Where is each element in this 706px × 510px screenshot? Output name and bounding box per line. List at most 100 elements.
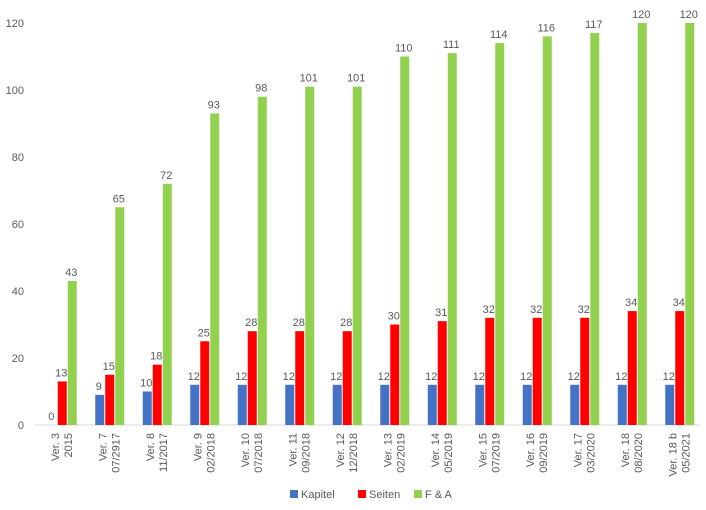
data-label: 31: [435, 307, 447, 319]
bar-seiten: [532, 317, 542, 425]
x-tick-label: Ver. 707/2917: [97, 433, 122, 473]
data-label: 65: [113, 193, 125, 205]
bar-kapitel: [332, 384, 342, 425]
data-label: 12: [615, 371, 627, 383]
x-tick-label-line: 05/2019: [443, 433, 455, 473]
x-tick-label-line: Ver. 11: [287, 433, 299, 466]
y-tick-label: 40: [12, 286, 24, 298]
data-label: 30: [388, 311, 400, 323]
x-tick-label: Ver. 1302/2019: [382, 433, 407, 473]
bar-f-a: [590, 33, 600, 426]
bar-f-a: [637, 23, 647, 425]
x-tick-label-line: 07/2917: [110, 433, 122, 473]
legend-swatch: [358, 490, 366, 498]
data-label: 12: [520, 371, 532, 383]
bar-f-a: [162, 183, 172, 425]
x-tick-label: Ver. 1212/2018: [335, 433, 360, 473]
x-tick-label: Ver. 1405/2019: [430, 433, 455, 473]
bar-seiten: [675, 311, 685, 425]
data-label: 28: [340, 317, 352, 329]
x-tick-label-line: 09/2018: [300, 433, 312, 473]
bar-kapitel: [95, 394, 105, 425]
bar-kapitel: [190, 384, 200, 425]
x-tick-label-line: Ver. 15: [477, 433, 489, 467]
data-label: 93: [208, 99, 220, 111]
data-label: 12: [568, 371, 580, 383]
data-label: 98: [255, 83, 267, 95]
data-label: 12: [473, 371, 485, 383]
x-tick-label-line: 09/2019: [538, 433, 550, 473]
x-tick-label-line: Ver. 17: [572, 433, 584, 467]
bar-f-a: [447, 53, 457, 426]
y-tick-label: 0: [18, 420, 24, 432]
bar-seiten: [342, 331, 352, 425]
data-label: 12: [283, 371, 295, 383]
data-label: 12: [425, 371, 437, 383]
data-label: 32: [530, 304, 542, 316]
bar-kapitel: [380, 384, 390, 425]
data-label: 72: [160, 170, 172, 182]
bar-seiten: [580, 317, 590, 425]
bar-seiten: [152, 364, 162, 425]
bar-kapitel: [142, 391, 152, 425]
bar-f-a: [305, 86, 315, 426]
x-tick-label-line: 03/2020: [585, 433, 597, 473]
bar-kapitel: [570, 384, 580, 425]
data-label: 12: [378, 371, 390, 383]
bar-kapitel: [617, 384, 627, 425]
x-tick-label: Ver. 902/2018: [192, 433, 217, 473]
bar-f-a: [495, 43, 505, 425]
x-tick-label-line: 12/2018: [348, 433, 360, 473]
x-tick-label: Ver. 1007/2018: [240, 433, 265, 473]
bar-seiten: [57, 381, 67, 425]
x-tick-label: Ver. 32015: [50, 433, 75, 461]
x-tick-label-line: Ver. 13: [382, 433, 394, 467]
data-label: 117: [585, 19, 603, 31]
data-label: 34: [673, 297, 685, 309]
data-label: 34: [625, 297, 637, 309]
bar-f-a: [542, 36, 552, 426]
x-tick-label: Ver. 18 b05/2021: [667, 433, 692, 476]
y-tick-label: 20: [12, 353, 24, 365]
bar-seiten: [627, 311, 637, 425]
x-tick-label-line: Ver. 3: [50, 433, 62, 461]
data-label: 120: [632, 9, 650, 21]
x-tick-label-line: 02/2019: [395, 433, 407, 473]
bar-kapitel: [475, 384, 485, 425]
data-label: 111: [443, 39, 460, 51]
x-tick-label-line: Ver. 8: [145, 433, 157, 461]
x-tick-label-line: 11/2017: [158, 433, 170, 472]
data-label: 0: [48, 411, 54, 423]
data-label: 114: [490, 29, 508, 41]
x-tick-label-line: 07/2018: [253, 433, 265, 473]
bar-f-a: [685, 23, 695, 425]
data-label: 15: [103, 361, 115, 373]
x-tick-label-line: Ver. 10: [240, 433, 252, 467]
x-tick-label-line: 05/2021: [680, 433, 692, 473]
bar-seiten: [247, 331, 257, 425]
x-tick-label-line: Ver. 9: [192, 433, 204, 461]
x-tick-label-line: Ver. 12: [335, 433, 347, 467]
bar-seiten: [485, 317, 495, 425]
x-tick-label-line: Ver. 18 b: [667, 433, 679, 476]
data-label: 32: [483, 304, 495, 316]
bar-f-a: [67, 280, 77, 425]
x-tick-label: Ver. 1507/2019: [477, 433, 502, 473]
x-tick-label: Ver. 1703/2020: [572, 433, 597, 473]
bar-f-a: [210, 113, 220, 425]
data-label: 120: [680, 9, 698, 21]
y-tick-label: 120: [6, 18, 24, 30]
y-tick-label: 80: [12, 152, 24, 164]
x-tick-label-line: 2015: [63, 433, 75, 457]
bar-f-a: [400, 56, 410, 425]
y-tick-label: 60: [12, 219, 24, 231]
x-tick-label-line: 07/2019: [490, 433, 502, 473]
y-tick-label: 100: [6, 85, 24, 97]
legend-swatch: [414, 490, 422, 498]
bar-seiten: [295, 331, 305, 425]
data-label: 12: [235, 371, 247, 383]
x-tick-label-line: 08/2020: [633, 433, 645, 473]
bar-seiten: [390, 324, 400, 425]
x-tick-label: Ver. 1808/2020: [620, 433, 645, 473]
data-label: 10: [140, 378, 152, 390]
